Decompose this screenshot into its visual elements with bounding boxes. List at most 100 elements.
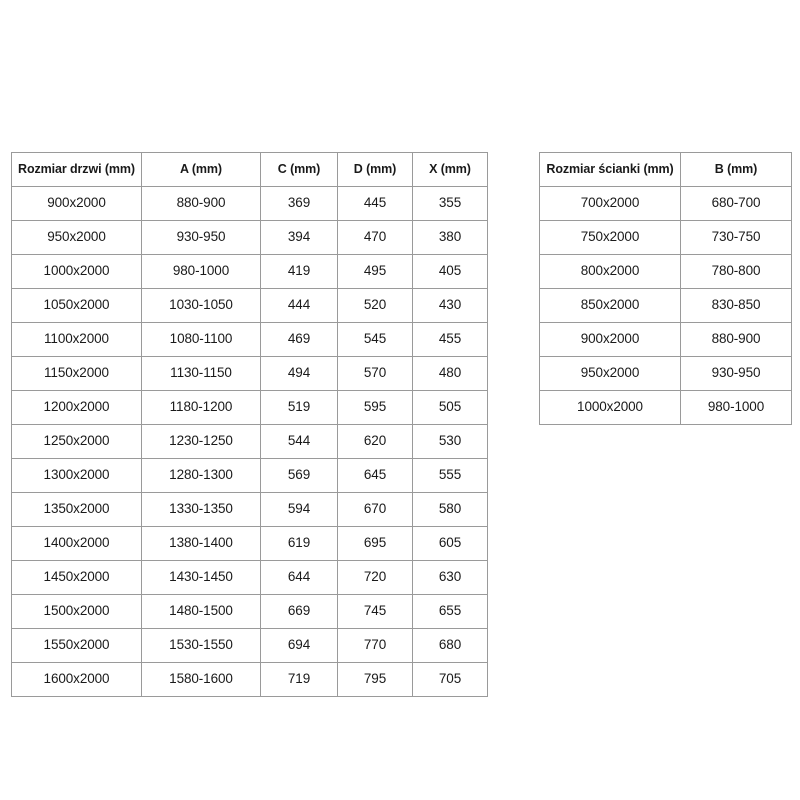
cell-door-size: 1550x2000	[11, 628, 142, 663]
cell-door-size: 1150x2000	[11, 356, 142, 391]
cell-a: 1230-1250	[141, 424, 261, 459]
cell-b: 830-850	[680, 288, 792, 323]
cell-x: 630	[412, 560, 488, 595]
cell-c: 719	[260, 662, 338, 697]
cell-d: 620	[337, 424, 413, 459]
cell-x: 355	[412, 186, 488, 221]
column-header-c: C (mm)	[260, 152, 338, 187]
cell-d: 720	[337, 560, 413, 595]
table-row: 950x2000 930-950	[539, 356, 792, 391]
cell-c: 644	[260, 560, 338, 595]
cell-x: 530	[412, 424, 488, 459]
cell-b: 880-900	[680, 322, 792, 357]
cell-a: 1380-1400	[141, 526, 261, 561]
cell-door-size: 1350x2000	[11, 492, 142, 527]
cell-c: 369	[260, 186, 338, 221]
column-header-wall-size: Rozmiar ścianki (mm)	[539, 152, 681, 187]
table-row: 900x2000 880-900	[539, 322, 792, 357]
cell-a: 1480-1500	[141, 594, 261, 629]
cell-door-size: 1250x2000	[11, 424, 142, 459]
cell-a: 980-1000	[141, 254, 261, 289]
cell-door-size: 1450x2000	[11, 560, 142, 595]
cell-wall-size: 900x2000	[539, 322, 681, 357]
cell-b: 730-750	[680, 220, 792, 255]
table-row: 1100x2000 1080-1100 469 545 455	[11, 322, 488, 357]
table-header-row: Rozmiar drzwi (mm) A (mm) C (mm) D (mm) …	[11, 152, 488, 187]
cell-x: 580	[412, 492, 488, 527]
table-row: 900x2000 880-900 369 445 355	[11, 186, 488, 221]
specification-tables-container: Rozmiar drzwi (mm) A (mm) C (mm) D (mm) …	[11, 152, 792, 697]
cell-d: 445	[337, 186, 413, 221]
table-row: 800x2000 780-800	[539, 254, 792, 289]
cell-c: 519	[260, 390, 338, 425]
cell-door-size: 1000x2000	[11, 254, 142, 289]
cell-c: 544	[260, 424, 338, 459]
table-row: 1400x2000 1380-1400 619 695 605	[11, 526, 488, 561]
cell-x: 605	[412, 526, 488, 561]
cell-door-size: 1500x2000	[11, 594, 142, 629]
cell-c: 494	[260, 356, 338, 391]
column-header-d: D (mm)	[337, 152, 413, 187]
table-header-row: Rozmiar ścianki (mm) B (mm)	[539, 152, 792, 187]
cell-x: 380	[412, 220, 488, 255]
column-header-x: X (mm)	[412, 152, 488, 187]
table-row: 850x2000 830-850	[539, 288, 792, 323]
table-row: 1350x2000 1330-1350 594 670 580	[11, 492, 488, 527]
table-row: 1600x2000 1580-1600 719 795 705	[11, 662, 488, 697]
cell-wall-size: 800x2000	[539, 254, 681, 289]
table-row: 1500x2000 1480-1500 669 745 655	[11, 594, 488, 629]
door-size-specification-table: Rozmiar drzwi (mm) A (mm) C (mm) D (mm) …	[11, 152, 488, 697]
cell-a: 1330-1350	[141, 492, 261, 527]
table-row: 750x2000 730-750	[539, 220, 792, 255]
cell-c: 469	[260, 322, 338, 357]
cell-door-size: 1400x2000	[11, 526, 142, 561]
cell-door-size: 1600x2000	[11, 662, 142, 697]
cell-wall-size: 950x2000	[539, 356, 681, 391]
cell-x: 405	[412, 254, 488, 289]
cell-x: 505	[412, 390, 488, 425]
cell-d: 645	[337, 458, 413, 493]
cell-c: 569	[260, 458, 338, 493]
cell-d: 695	[337, 526, 413, 561]
cell-c: 394	[260, 220, 338, 255]
cell-b: 980-1000	[680, 390, 792, 425]
cell-d: 495	[337, 254, 413, 289]
cell-d: 795	[337, 662, 413, 697]
cell-c: 444	[260, 288, 338, 323]
cell-door-size: 1300x2000	[11, 458, 142, 493]
cell-x: 455	[412, 322, 488, 357]
cell-d: 545	[337, 322, 413, 357]
cell-d: 470	[337, 220, 413, 255]
cell-a: 1180-1200	[141, 390, 261, 425]
cell-a: 1030-1050	[141, 288, 261, 323]
cell-x: 430	[412, 288, 488, 323]
table-row: 1200x2000 1180-1200 519 595 505	[11, 390, 488, 425]
table-row: 1550x2000 1530-1550 694 770 680	[11, 628, 488, 663]
cell-a: 1580-1600	[141, 662, 261, 697]
cell-c: 619	[260, 526, 338, 561]
cell-door-size: 1100x2000	[11, 322, 142, 357]
cell-x: 705	[412, 662, 488, 697]
cell-door-size: 950x2000	[11, 220, 142, 255]
cell-d: 745	[337, 594, 413, 629]
cell-a: 1280-1300	[141, 458, 261, 493]
cell-d: 570	[337, 356, 413, 391]
cell-b: 680-700	[680, 186, 792, 221]
table-row: 1250x2000 1230-1250 544 620 530	[11, 424, 488, 459]
cell-c: 694	[260, 628, 338, 663]
table-row: 700x2000 680-700	[539, 186, 792, 221]
cell-door-size: 1050x2000	[11, 288, 142, 323]
cell-a: 880-900	[141, 186, 261, 221]
table-row: 1000x2000 980-1000	[539, 390, 792, 425]
cell-a: 1430-1450	[141, 560, 261, 595]
cell-d: 770	[337, 628, 413, 663]
table-row: 1150x2000 1130-1150 494 570 480	[11, 356, 488, 391]
cell-a: 930-950	[141, 220, 261, 255]
cell-x: 555	[412, 458, 488, 493]
cell-wall-size: 750x2000	[539, 220, 681, 255]
cell-c: 669	[260, 594, 338, 629]
wall-panel-size-specification-table: Rozmiar ścianki (mm) B (mm) 700x2000 680-…	[539, 152, 792, 425]
column-header-b: B (mm)	[680, 152, 792, 187]
table-row: 1300x2000 1280-1300 569 645 555	[11, 458, 488, 493]
cell-a: 1530-1550	[141, 628, 261, 663]
